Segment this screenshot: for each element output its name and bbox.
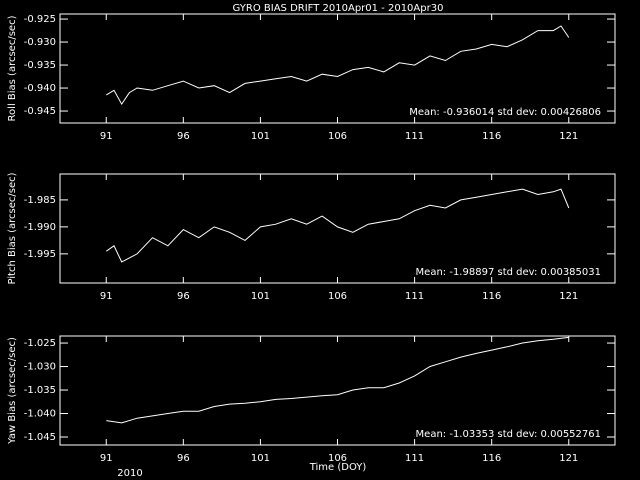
x-axis-label: Time (DOY) xyxy=(309,462,367,473)
y-tick-label: -1.040 xyxy=(24,409,56,420)
y-tick-label: -1.035 xyxy=(24,385,56,396)
x-tick-label: 121 xyxy=(559,131,578,142)
data-line xyxy=(106,25,570,106)
x-tick-label: 116 xyxy=(482,453,501,464)
y-axis-label: Pitch Bias (arcsec/sec) xyxy=(7,172,18,284)
y-tick-label: -0.940 xyxy=(24,83,56,94)
x-tick-label: 116 xyxy=(482,291,501,302)
x-tick-label: 96 xyxy=(177,291,190,302)
x-tick-label: 111 xyxy=(405,453,424,464)
y-tick-label: -1.990 xyxy=(24,222,56,233)
y-tick-label: -1.030 xyxy=(24,362,56,373)
x-tick-label: 116 xyxy=(482,131,501,142)
x-tick-label: 91 xyxy=(100,453,113,464)
x-tick-label: 91 xyxy=(100,131,113,142)
y-axis-label: Yaw Bias (arcsec/sec) xyxy=(7,337,18,445)
stats-annotation: Mean: -1.98897 std dev: 0.00385031 xyxy=(416,267,601,278)
x-tick-label: 106 xyxy=(328,131,347,142)
x-tick-label: 101 xyxy=(251,291,270,302)
chart-title: GYRO BIAS DRIFT 2010Apr01 - 2010Apr30 xyxy=(233,3,444,14)
x-tick-label: 101 xyxy=(251,453,270,464)
x-tick-label: 111 xyxy=(405,131,424,142)
x-tick-label: 96 xyxy=(177,453,190,464)
year-label: 2010 xyxy=(117,468,142,479)
stats-annotation: Mean: -0.936014 std dev: 0.00426806 xyxy=(409,107,601,118)
y-axis-label: Roll Bias (arcsec/sec) xyxy=(7,15,18,121)
x-tick-label: 101 xyxy=(251,131,270,142)
y-tick-label: -0.930 xyxy=(24,37,56,48)
y-tick-label: -1.045 xyxy=(24,432,56,443)
data-line xyxy=(106,336,569,424)
stats-annotation: Mean: -1.03353 std dev: 0.00552761 xyxy=(416,429,601,440)
x-tick-label: 106 xyxy=(328,453,347,464)
y-tick-label: -1.025 xyxy=(24,338,56,349)
y-tick-label: -0.925 xyxy=(24,14,56,25)
x-tick-label: 96 xyxy=(177,131,190,142)
y-tick-label: -1.985 xyxy=(24,195,56,206)
x-tick-label: 91 xyxy=(100,291,113,302)
x-tick-label: 121 xyxy=(559,453,578,464)
y-tick-label: -0.935 xyxy=(24,60,56,71)
data-line xyxy=(106,188,570,263)
x-tick-label: 121 xyxy=(559,291,578,302)
y-tick-label: -1.995 xyxy=(24,249,56,260)
y-tick-label: -0.945 xyxy=(24,106,56,117)
x-tick-label: 111 xyxy=(405,291,424,302)
x-tick-label: 106 xyxy=(328,291,347,302)
